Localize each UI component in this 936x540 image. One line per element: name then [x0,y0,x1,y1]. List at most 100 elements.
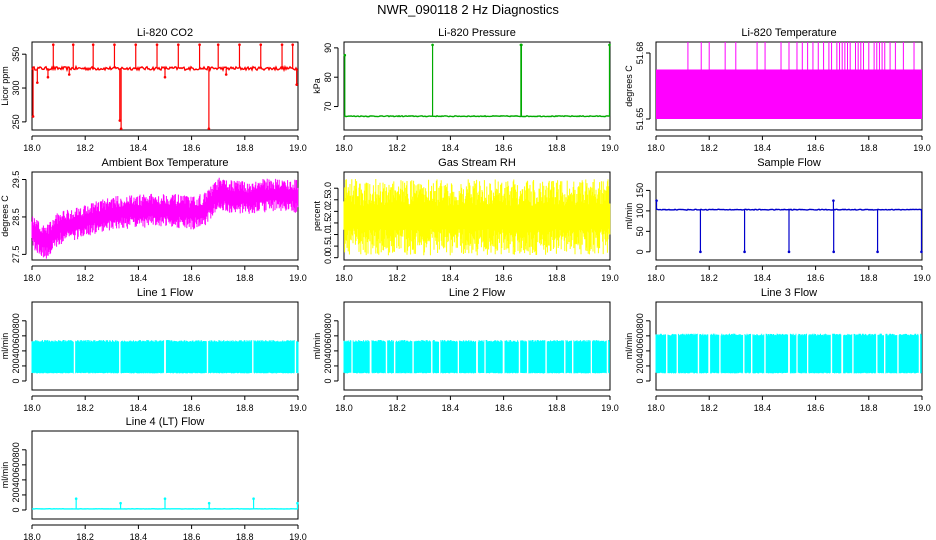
series-point [91,43,95,47]
y-tick-label: 51.68 [635,42,645,65]
x-tick-label: 18.4 [442,403,460,413]
x-tick-label: 18.0 [647,403,665,413]
data-series [343,339,610,374]
series-point [216,43,220,47]
series-band [655,333,922,374]
y-tick-label: 100 [635,203,645,218]
x-tick-label: 18.8 [236,532,254,540]
y-tick-label: 600 [323,328,333,343]
x-tick-label: 19.0 [289,403,307,413]
x-tick-label: 18.2 [76,273,94,283]
x-tick-label: 18.8 [548,403,566,413]
data-series [31,43,299,130]
x-tick-label: 18.4 [130,532,148,540]
series-point [31,115,35,118]
series-point [296,501,299,505]
x-axis [31,524,299,529]
series-point [343,53,347,57]
series-point [71,43,75,47]
x-tick-label: 18.4 [754,143,772,153]
y-tick-label: 800 [323,313,333,328]
x-tick-label: 18.2 [700,143,718,153]
y-axis-label: kPa [312,78,322,94]
series-band [31,177,299,259]
x-axis [31,135,299,140]
x-tick-label: 18.8 [236,143,254,153]
chart-panel-8: Line 2 Flow ml/min 18.0 18.2 18.4 18.6 18.8 19.… [312,287,619,413]
series-point [113,43,116,47]
y-tick-label: 0 [635,249,645,254]
x-tick-label: 19.0 [913,143,931,153]
y-tick-label: 800 [11,313,21,328]
series-point [291,43,294,47]
y-axis-label: degrees C [624,65,634,107]
data-series [343,179,611,256]
y-tick-label: 27.5 [11,246,21,264]
x-tick-label: 18.6 [807,143,825,153]
x-tick-label: 18.6 [183,532,201,540]
series-point [520,43,523,47]
series-point [238,43,241,47]
y-axis [334,187,339,259]
x-tick-label: 19.0 [289,143,307,153]
y-tick-label: 50 [635,226,645,236]
y-tick-label: 400 [11,343,21,358]
y-tick-label: 600 [11,457,21,472]
y-axis-label: ml/min [0,333,10,360]
panel-title: Line 1 Flow [137,287,193,299]
x-tick-label: 18.0 [335,273,353,283]
panel-title: Li-820 Temperature [741,27,836,39]
series-point [787,250,791,254]
x-tick-label: 18.0 [23,403,41,413]
y-tick-label: 200 [11,487,21,502]
chart-panel-2: Li-820 Pressure kPa 18.0 18.2 18.4 18.6 18.8 19… [312,27,619,153]
x-tick-label: 18.6 [807,273,825,283]
series-point [655,199,658,202]
x-tick-label: 18.2 [76,403,94,413]
series-point [259,43,263,47]
panel-title: Line 3 Flow [761,287,817,299]
y-axis [22,178,27,255]
y-tick-label: 2.0 [323,205,333,218]
chart-panel-5: Gas Stream RH percent 18.0 18.2 18.4 18.6 18.8… [312,157,619,283]
y-tick-label: 0 [635,378,645,383]
series-point [51,43,55,47]
y-tick-label: 300 [11,81,21,96]
y-axis-label: ml/min [0,462,10,489]
x-tick-label: 19.0 [289,532,307,540]
x-tick-label: 18.6 [495,143,513,153]
y-tick-label: 150 [635,183,645,198]
x-tick-label: 18.6 [183,143,201,153]
y-tick-label: 0.5 [323,240,333,253]
x-axis [655,265,923,270]
data-series [31,177,299,259]
y-tick-label: 2.5 [323,194,333,207]
x-tick-label: 19.0 [913,273,931,283]
x-tick-label: 18.8 [236,403,254,413]
y-tick-label: 70 [323,102,333,112]
x-axis [655,135,923,140]
y-tick-label: 51.65 [635,108,645,131]
x-tick-label: 19.0 [601,143,619,153]
x-tick-label: 18.4 [442,273,460,283]
x-tick-label: 18.6 [495,403,513,413]
x-tick-label: 18.0 [23,143,41,153]
x-tick-label: 18.4 [754,273,772,283]
x-tick-label: 18.4 [754,403,772,413]
series-point [252,497,255,500]
y-tick-label: 200 [11,358,21,373]
x-tick-label: 18.4 [442,143,460,153]
series-point [163,75,167,79]
x-axis [343,135,611,140]
y-tick-label: 600 [635,328,645,343]
y-tick-label: 28.5 [11,208,21,226]
y-tick-label: 29.5 [11,171,21,189]
series-point [608,43,611,47]
chart-panel-1: Li-820 CO2 Licor ppm 18.0 18.2 18.4 18.6 18.8 1… [0,27,307,153]
y-axis [334,320,339,382]
y-tick-label: 600 [11,328,21,343]
x-tick-label: 18.6 [807,403,825,413]
x-tick-label: 18.2 [76,532,94,540]
y-tick-label: 1.5 [323,217,333,230]
y-tick-label: 0 [11,378,21,383]
